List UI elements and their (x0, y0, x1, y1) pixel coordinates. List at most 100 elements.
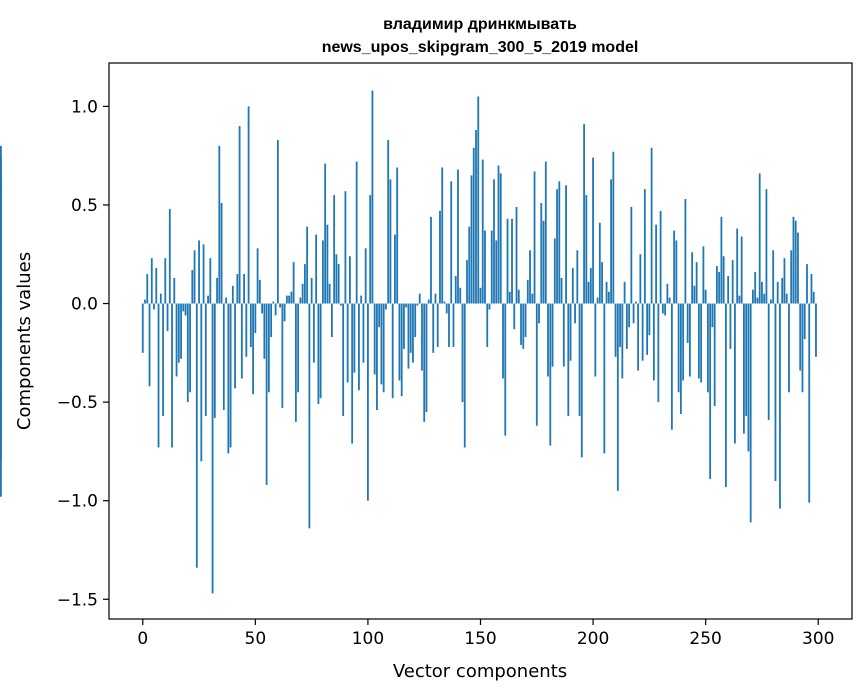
bar-107 (382, 303, 385, 393)
bar-84 (331, 303, 333, 338)
bar-23 (193, 250, 196, 304)
bars-group (0, 90, 817, 594)
bar-190 (569, 303, 572, 361)
bar-270 (749, 303, 752, 523)
bar-87 (337, 264, 340, 304)
bar-75 (310, 277, 313, 304)
bar-245 (693, 285, 696, 304)
bar-239 (679, 303, 682, 414)
bar-291 (797, 232, 799, 304)
bar-64 (285, 295, 288, 304)
bar-130 (434, 293, 437, 304)
bar-122 (416, 303, 419, 306)
bar-53 (261, 303, 263, 314)
bar-214 (623, 281, 626, 304)
bar-185 (558, 181, 561, 304)
bar-undefined (0, 303, 2, 324)
bar-38 (227, 303, 230, 454)
bar-undefined (0, 303, 2, 497)
bar-290 (794, 220, 797, 304)
bar-35 (220, 202, 223, 304)
bar-79 (319, 303, 322, 399)
bar-91 (346, 303, 349, 383)
bar-34 (218, 145, 221, 304)
bar-165 (513, 303, 516, 330)
bar-68 (294, 303, 297, 422)
bar-251 (707, 303, 709, 393)
bar-242 (686, 303, 689, 343)
bar-169 (522, 303, 525, 349)
bar-undefined (0, 303, 2, 361)
bar-101 (369, 195, 372, 304)
bar-188 (565, 185, 567, 304)
bar-231 (661, 303, 664, 314)
bar-175 (535, 303, 538, 426)
bar-138 (452, 303, 455, 347)
bar-235 (670, 303, 673, 430)
bar-57 (270, 303, 273, 338)
bar-288 (790, 250, 793, 304)
bar-163 (508, 291, 511, 304)
bar-71 (301, 283, 304, 304)
bar-293 (801, 303, 804, 393)
bar-73 (306, 226, 309, 304)
bar-183 (553, 238, 556, 304)
bar-65 (288, 295, 291, 304)
bar-211 (616, 303, 619, 491)
bar-289 (792, 216, 795, 304)
bar-134 (443, 301, 446, 304)
bar-205 (603, 303, 606, 454)
bar-192 (574, 303, 576, 324)
bar-85 (333, 195, 336, 304)
bar-177 (540, 202, 543, 304)
bar-287 (788, 303, 790, 393)
bar-271 (752, 289, 754, 304)
bar-224 (646, 303, 649, 355)
bar-246 (695, 262, 698, 304)
chart-title-line-2: news_upos_skipgram_300_5_2019 model (322, 39, 639, 56)
y-tick-label: −1.0 (57, 492, 98, 512)
bar-113 (396, 167, 399, 304)
bar-86 (335, 254, 338, 304)
bar-280 (772, 250, 775, 304)
bar-94 (353, 303, 356, 373)
bar-124 (421, 303, 423, 371)
bar-203 (598, 222, 601, 304)
bar-173 (531, 293, 534, 304)
bar-52 (258, 279, 261, 304)
bar-58 (272, 301, 275, 304)
bar-8 (159, 293, 162, 304)
bar-99 (364, 248, 367, 304)
bar-243 (688, 303, 691, 377)
bar-167 (517, 289, 520, 304)
bar-157 (495, 240, 498, 304)
bar-26 (200, 303, 203, 462)
bar-126 (425, 303, 428, 412)
bar-156 (493, 179, 495, 304)
bar-21 (189, 303, 191, 393)
bar-212 (619, 303, 621, 347)
bar-96 (358, 303, 360, 391)
bar-152 (484, 230, 486, 304)
bar-178 (542, 220, 545, 304)
bar-93 (351, 303, 354, 444)
bar-72 (303, 264, 306, 304)
bar-143 (463, 303, 466, 448)
bar-281 (774, 303, 777, 481)
bar-294 (803, 303, 806, 340)
bar-262 (731, 260, 734, 304)
bar-100 (367, 303, 369, 501)
bar-210 (614, 303, 617, 357)
bar-284 (781, 277, 784, 304)
bar-27 (202, 244, 205, 304)
x-tick-label: 150 (464, 629, 496, 649)
x-tick-label: 100 (352, 629, 384, 649)
bar-60 (276, 139, 279, 304)
bar-240 (682, 303, 685, 381)
bar-222 (641, 303, 644, 361)
y-tick-label: 0.0 (71, 295, 98, 315)
bar-41 (234, 303, 236, 389)
bar-171 (526, 279, 529, 304)
bar-46 (245, 303, 248, 357)
